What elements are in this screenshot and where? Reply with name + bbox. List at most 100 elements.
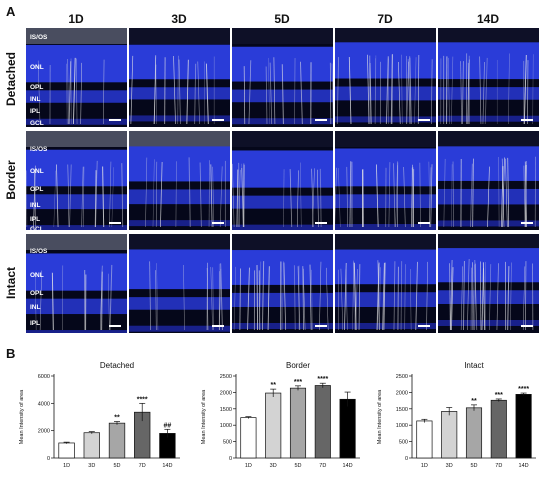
scale-bar — [521, 222, 533, 224]
bar-5d — [290, 388, 305, 458]
image-tile-border-3d — [129, 131, 230, 230]
layer-label-onl: ONL — [30, 272, 44, 279]
layer-label-opl: OPL — [30, 84, 43, 91]
layer-label-onl: ONL — [30, 168, 44, 175]
scale-bar — [212, 222, 224, 224]
significance-label: **** — [137, 396, 148, 403]
bar-3d — [84, 433, 100, 458]
layer-label-onl: ONL — [30, 64, 44, 71]
x-tick-label: 7D — [319, 463, 326, 469]
y-tick-label: 1000 — [220, 423, 232, 429]
layer-label-inl: INL — [30, 96, 40, 103]
row-label-intact: Intact — [4, 233, 18, 333]
x-tick-label: 3D — [446, 463, 453, 469]
column-header-14d: 14D — [438, 12, 538, 26]
chart-title: Border — [286, 361, 310, 370]
y-tick-label: 2000 — [220, 390, 232, 396]
y-tick-label: 0 — [229, 456, 232, 462]
scale-bar — [418, 222, 430, 224]
x-tick-label: 1D — [421, 463, 428, 469]
x-tick-label: 14D — [162, 463, 172, 469]
significance-label: **** — [518, 386, 529, 393]
y-axis-label: Mean Intensity of area — [377, 389, 383, 444]
scale-bar — [212, 325, 224, 327]
scale-bar — [315, 222, 327, 224]
scale-bar — [109, 119, 121, 121]
y-tick-label: 4000 — [38, 401, 50, 407]
layer-label-inl: INL — [30, 304, 40, 311]
x-tick-label: 7D — [139, 463, 146, 469]
x-tick-label: 1D — [63, 463, 70, 469]
bar-14d — [516, 394, 531, 458]
y-tick-label: 6000 — [38, 374, 50, 380]
x-tick-label: 5D — [294, 463, 301, 469]
layer-label-gcl: GCL — [30, 334, 44, 341]
bar-1d — [417, 421, 432, 458]
scale-bar — [212, 119, 224, 121]
y-tick-label: 2500 — [396, 374, 408, 380]
bar-1d — [241, 418, 256, 458]
significance-label: ** — [114, 415, 120, 422]
bar-5d — [466, 408, 481, 458]
column-header-5d: 5D — [232, 12, 332, 26]
x-tick-label: 5D — [470, 463, 477, 469]
chart-title: Intact — [464, 361, 484, 370]
panel-a-letter: A — [6, 4, 15, 19]
x-tick-label: 3D — [270, 463, 277, 469]
layer-label-gcl: GCL — [30, 226, 44, 233]
image-tile-border-14d — [438, 131, 539, 230]
layer-label-opl: OPL — [30, 186, 43, 193]
significance-label: *** — [294, 379, 302, 386]
image-tile-detached-14d — [438, 28, 539, 127]
image-tile-detached-3d — [129, 28, 230, 127]
image-tile-detached-5d — [232, 28, 333, 127]
y-tick-label: 1000 — [396, 423, 408, 429]
scale-bar — [109, 325, 121, 327]
column-header-3d: 3D — [129, 12, 229, 26]
bar-3d — [266, 393, 281, 458]
significance-label: **** — [317, 376, 328, 383]
significance-label: *** — [495, 392, 503, 399]
layer-label-gcl: GCL — [30, 120, 44, 127]
significance-label: ## — [164, 422, 172, 429]
image-tile-intact-3d — [129, 234, 230, 333]
layer-label-ipl: IPL — [30, 216, 40, 223]
bar-7d — [491, 400, 506, 458]
x-tick-label: 14D — [343, 463, 353, 469]
layer-label-inl: INL — [30, 202, 40, 209]
layer-label-ipl: IPL — [30, 320, 40, 327]
scale-bar — [315, 119, 327, 121]
image-tile-intact-5d — [232, 234, 333, 333]
y-tick-label: 2500 — [220, 374, 232, 380]
scale-bar — [521, 119, 533, 121]
layer-label-isos: IS/OS — [30, 146, 47, 153]
image-tile-border-7d — [335, 131, 436, 230]
column-header-7d: 7D — [335, 12, 435, 26]
image-tile-intact-14d — [438, 234, 539, 333]
significance-label: ** — [270, 382, 276, 389]
chart-title: Detached — [100, 361, 134, 370]
x-tick-label: 7D — [495, 463, 502, 469]
bar-1d — [59, 443, 75, 458]
y-tick-label: 1500 — [220, 407, 232, 413]
layer-label-isos: IS/OS — [30, 248, 47, 255]
y-tick-label: 0 — [405, 456, 408, 462]
y-axis-label: Mean Intensity of area — [201, 389, 207, 444]
image-tile-border-5d — [232, 131, 333, 230]
y-tick-label: 500 — [399, 440, 408, 446]
column-header-1d: 1D — [26, 12, 126, 26]
row-label-border: Border — [4, 130, 18, 230]
layer-label-ipl: IPL — [30, 108, 40, 115]
bar-7d — [315, 386, 330, 458]
scale-bar — [418, 119, 430, 121]
y-tick-label: 2000 — [38, 429, 50, 435]
x-tick-label: 3D — [88, 463, 95, 469]
scale-bar — [418, 325, 430, 327]
image-tile-detached-1d — [26, 28, 127, 127]
